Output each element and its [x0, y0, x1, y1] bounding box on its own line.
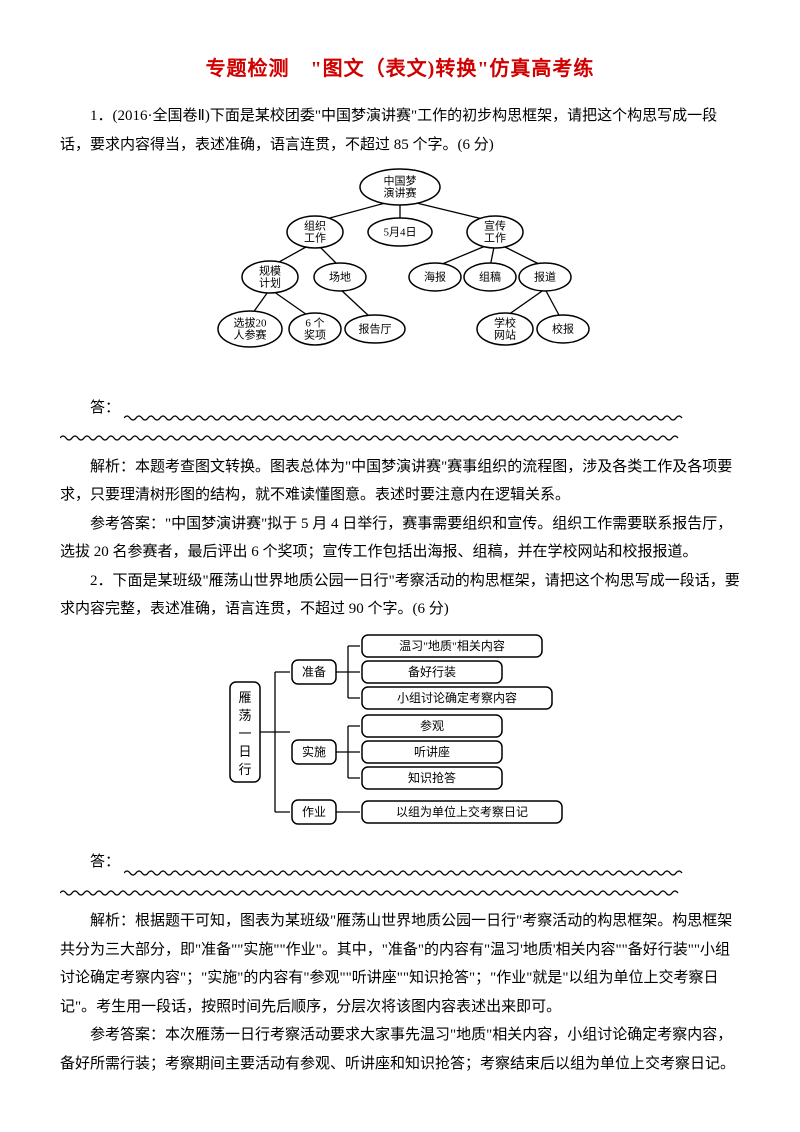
d1-root-l2: 演讲赛 — [384, 186, 417, 200]
d2-mid-0: 准备 — [302, 664, 326, 678]
d1-n-org2: 工作 — [304, 232, 326, 245]
d2-leaf-2: 小组讨论确定考察内容 — [397, 689, 517, 704]
d1-n-prz2: 奖项 — [304, 328, 326, 342]
q1-answer: 答： — [60, 394, 740, 423]
d2-leaf-3: 参观 — [420, 717, 444, 732]
d1-n-plan1: 规模 — [259, 264, 281, 278]
d2-root-2: 荡 — [238, 708, 251, 723]
d2-leaf-1: 备好行装 — [408, 664, 456, 678]
d1-n-pub1: 宣传 — [484, 219, 506, 233]
answer-label-2: 答： — [60, 848, 120, 877]
d2-mid-1: 实施 — [302, 743, 326, 758]
diagram-1: 中国梦 演讲赛 组织 工作 5月4日 宣传 工作 规模 计划 场地 海报 组稿 … — [60, 167, 740, 388]
q2-ref: 参考答案：本次雁荡一日行考察活动要求大家事先温习"地质"相关内容，小组讨论确定考… — [60, 1021, 740, 1078]
d2-root-1: 雁 — [238, 690, 251, 705]
d2-root-3: 一 — [238, 726, 251, 741]
d2-mid-2: 作业 — [302, 804, 326, 818]
d1-n-plan2: 计划 — [259, 277, 281, 290]
d1-n-prz1: 6 个 — [305, 317, 324, 330]
d1-n-poster: 海报 — [424, 270, 446, 284]
d1-n-sel1: 选拔20 — [234, 316, 267, 330]
d1-n-web1: 学校 — [494, 316, 516, 330]
q2-stem: 2．下面是某班级"雁荡山世界地质公园一日行"考察活动的构思框架，请把这个构思写成… — [60, 567, 740, 624]
d1-n-report: 报道 — [534, 270, 556, 284]
d2-leaf-0: 温习"地质"相关内容 — [399, 637, 505, 652]
d2-root-4: 日 — [238, 744, 251, 759]
d1-n-paper: 校报 — [552, 322, 574, 336]
d2-leaf-5: 知识抢答 — [408, 769, 456, 784]
page-title: 专题检测 "图文（表文)转换"仿真高考练 — [60, 50, 740, 88]
wavy-line-2 — [60, 889, 680, 897]
d2-root-5: 行 — [238, 762, 251, 777]
d1-n-date: 5月4日 — [384, 227, 417, 239]
q2-explain: 解析：根据题干可知，图表为某班级"雁荡山世界地质公园一日行"考察活动的构思框架。… — [60, 907, 740, 1021]
d1-n-pub2: 工作 — [484, 232, 506, 245]
q1-ref: 参考答案："中国梦演讲赛"拟于 5 月 4 日举行，赛事需要组织和宣传。组织工作… — [60, 510, 740, 567]
q2-answer: 答： — [60, 848, 740, 877]
d2-leaf-4: 听讲座 — [414, 743, 450, 758]
q1-stem: 1．(2016·全国卷Ⅱ)下面是某校团委"中国梦演讲赛"工作的初步构思框架，请把… — [60, 102, 740, 159]
d1-n-org1: 组织 — [304, 219, 326, 233]
wavy-line — [60, 434, 680, 442]
d1-n-site: 场地 — [329, 270, 351, 284]
answer-label: 答： — [60, 394, 120, 423]
d1-root-l1: 中国梦 — [384, 175, 417, 188]
diagram-2: 雁 荡 一 日 行 准备 实施 作业 温习"地质"相关内容 备好行装 小组讨论确… — [60, 632, 740, 843]
d1-n-web2: 网站 — [494, 328, 516, 342]
q1-explain: 解析：本题考查图文转换。图表总体为"中国梦演讲赛"赛事组织的流程图，涉及各类工作… — [60, 453, 740, 510]
d1-n-sel2: 人参赛 — [234, 328, 267, 342]
d1-n-hall: 报告厅 — [359, 322, 392, 336]
d2-leaf-6: 以组为单位上交考察日记 — [396, 803, 528, 818]
d1-n-draft: 组稿 — [479, 270, 501, 284]
